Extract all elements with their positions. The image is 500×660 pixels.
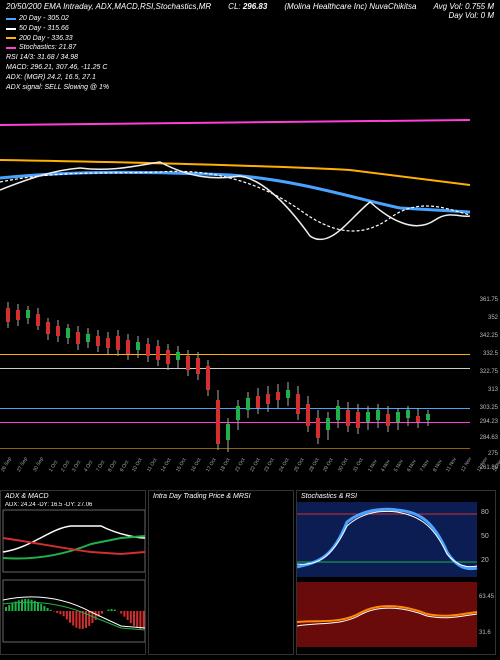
avg-vol: Avg Vol: 0.755 M (433, 2, 494, 11)
svg-text:20: 20 (481, 557, 489, 564)
indicator-legend: 20 Day - 305.0250 Day - 315.66200 Day - … (6, 14, 109, 92)
stochastics-rsi-panel: Stochastics & RSI 80 50 20 63.45 31.6 (296, 490, 496, 655)
bottom-indicator-row: ADX & MACD ADX: 24.24 -DY: 16.5 -DY: 27.… (0, 490, 500, 660)
chart-header: 20/50/200 EMA Intraday, ADX,MACD,RSI,Sto… (0, 0, 500, 11)
stoch-title: Stochastics & RSI (297, 491, 495, 502)
candlestick-panel (0, 300, 470, 470)
adx-title: ADX & MACD (1, 491, 145, 502)
svg-text:31.6: 31.6 (479, 630, 491, 636)
moving-average-panel (0, 100, 470, 260)
price-y-axis: 361.75352342.25332.5322.75313303.25294.2… (470, 300, 498, 470)
adx-macd-panel: ADX & MACD ADX: 24.24 -DY: 16.5 -DY: 27.… (0, 490, 146, 655)
ticker: CL: 296.83 (228, 2, 267, 11)
date-x-axis: 26 Sep27 Sep30 Sep1 Oct2 Oct3 Oct4 Oct7 … (0, 470, 470, 488)
intraday-panel: Intra Day Trading Price & MRSI (148, 490, 294, 655)
intraday-title: Intra Day Trading Price & MRSI (149, 491, 293, 502)
svg-text:80: 80 (481, 509, 489, 516)
ticker-desc: (Molina Healthcare Inc) NuvaChikitsa (284, 2, 416, 11)
day-vol: Day Vol: 0 M (448, 11, 494, 20)
header-left: 20/50/200 EMA Intraday, ADX,MACD,RSI,Sto… (6, 2, 211, 11)
svg-text:63.45: 63.45 (479, 594, 495, 600)
svg-text:50: 50 (481, 533, 489, 540)
